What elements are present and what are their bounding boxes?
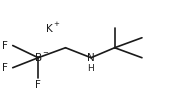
Text: K: K [46, 24, 53, 34]
Text: H: H [88, 64, 94, 73]
Text: F: F [2, 41, 8, 51]
Text: N: N [87, 53, 95, 63]
Text: −: − [42, 50, 48, 56]
Text: F: F [2, 63, 8, 73]
Text: F: F [35, 80, 41, 90]
Text: B: B [35, 53, 42, 63]
Text: +: + [53, 21, 59, 27]
